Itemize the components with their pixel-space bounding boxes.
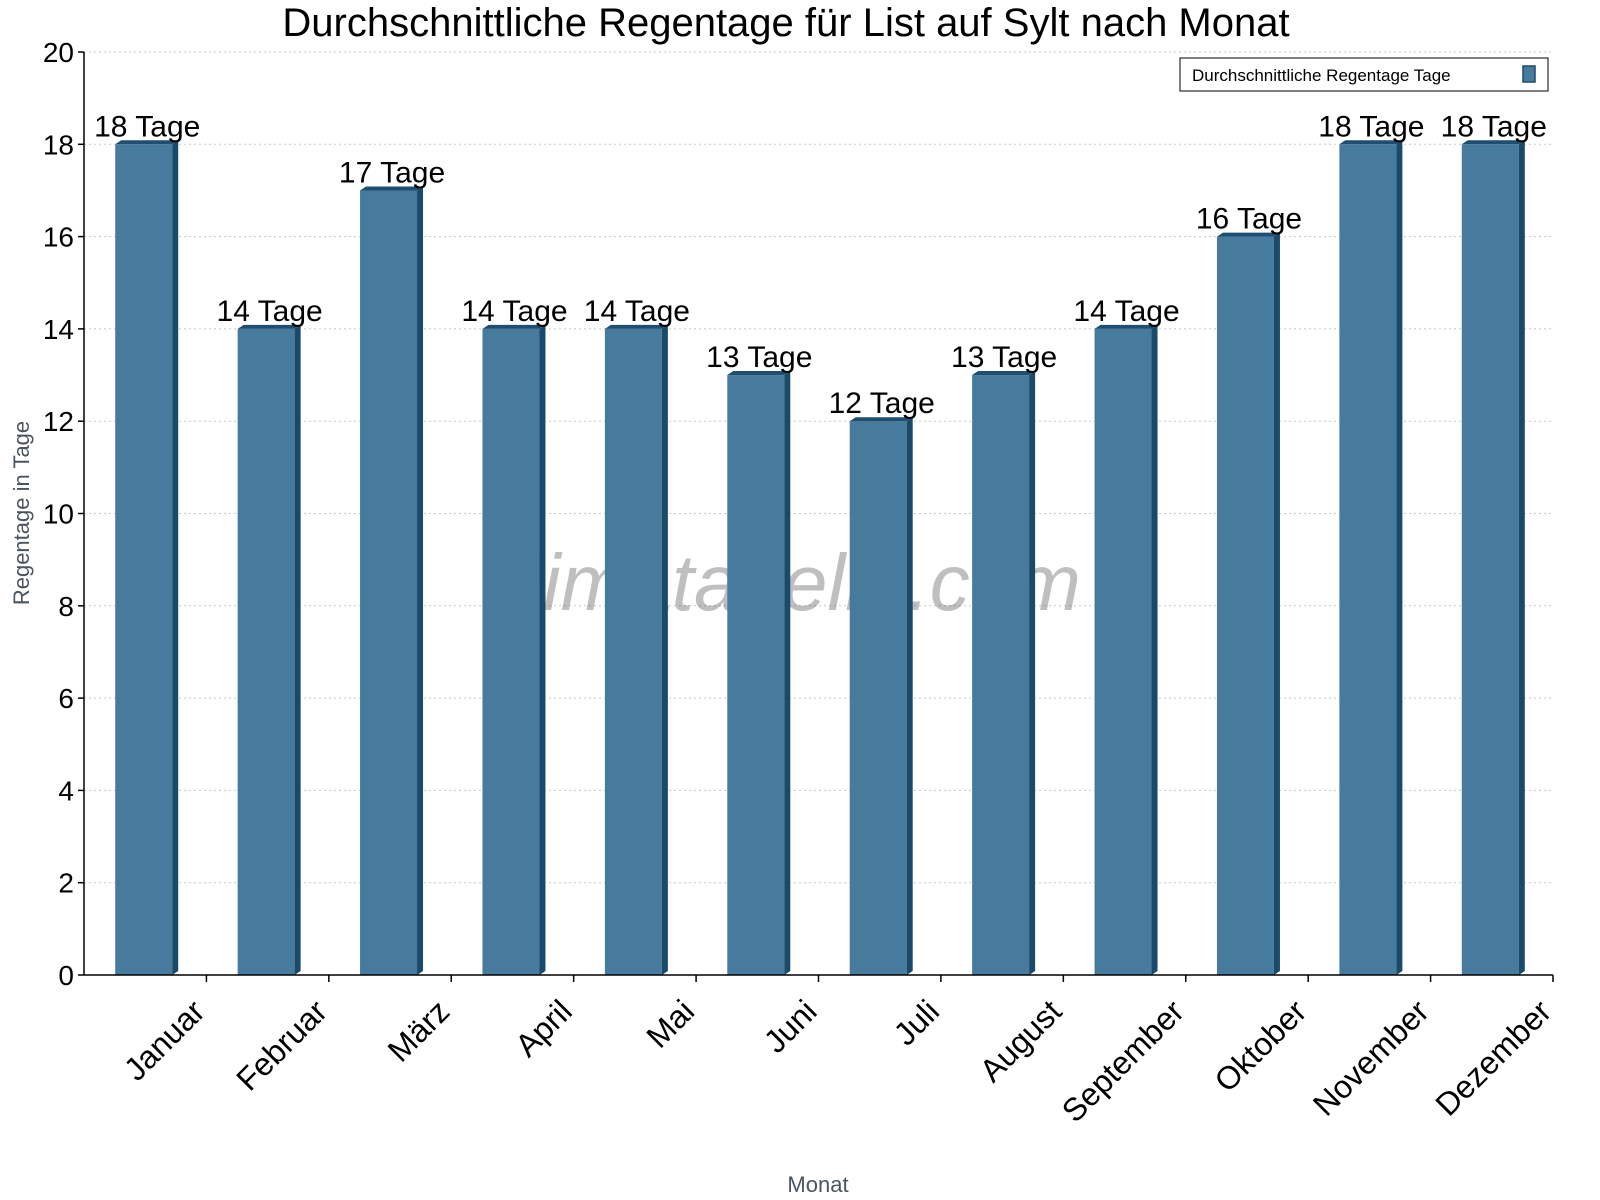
bar xyxy=(1461,144,1519,976)
y-tick-label: 14 xyxy=(43,314,74,345)
data-labels: 18 Tage 14 Tage 17 Tage 14 Tage 14 Tage 13 Ta… xyxy=(94,110,1547,420)
bar-top xyxy=(604,324,668,329)
bar-side xyxy=(1029,371,1036,975)
bar-top xyxy=(237,324,301,329)
bar-side xyxy=(906,417,913,975)
data-label: 12 Tage xyxy=(829,387,935,420)
y-tick-label: 10 xyxy=(43,499,74,530)
bar-top xyxy=(1094,324,1158,329)
bar-side xyxy=(1273,232,1280,976)
x-tick-label: Januar xyxy=(117,993,212,1088)
x-tick-label: Juni xyxy=(757,993,824,1060)
bar-side xyxy=(661,324,668,975)
x-tick-label: Februar xyxy=(229,993,334,1098)
legend-swatch xyxy=(1522,65,1536,83)
bar xyxy=(360,190,418,975)
bar-side xyxy=(784,371,791,975)
bars xyxy=(115,140,1525,976)
bar-top xyxy=(1339,140,1403,145)
bar-side xyxy=(172,140,179,976)
bar-side xyxy=(1151,324,1158,975)
y-tick-label: 12 xyxy=(43,406,74,437)
x-tick-label: September xyxy=(1055,993,1191,1129)
legend-box xyxy=(1179,57,1549,92)
bar xyxy=(727,375,785,975)
bar xyxy=(115,144,173,976)
x-tick-label: April xyxy=(508,993,579,1064)
y-tick-label: 6 xyxy=(58,683,74,714)
bar xyxy=(1216,236,1274,976)
bar-side xyxy=(539,324,546,975)
bar xyxy=(1339,144,1397,976)
bar-top xyxy=(972,371,1036,376)
gridlines xyxy=(84,51,1553,884)
x-tick-label: November xyxy=(1306,993,1436,1123)
bar-top xyxy=(360,186,424,191)
x-tick-label: Mai xyxy=(639,993,701,1055)
data-label: 13 Tage xyxy=(706,341,812,374)
bar xyxy=(604,328,662,975)
data-label: 17 Tage xyxy=(339,156,445,189)
bar-top xyxy=(1216,232,1280,237)
bar xyxy=(482,328,540,975)
x-tick-label: August xyxy=(973,993,1069,1089)
y-tick-label: 2 xyxy=(58,868,74,899)
data-label: 18 Tage xyxy=(1441,110,1547,143)
y-tick-label: 4 xyxy=(58,775,74,806)
y-tick-label: 16 xyxy=(43,222,74,253)
x-tick-label: Dezember xyxy=(1428,993,1558,1123)
bar-top xyxy=(849,417,913,422)
legend: Durchschnittliche Regentage Tage xyxy=(1179,57,1549,92)
x-tick-label: März xyxy=(381,993,457,1069)
data-label: 18 Tage xyxy=(1318,110,1424,143)
data-label: 14 Tage xyxy=(584,295,690,328)
x-tick-label: Oktober xyxy=(1207,993,1313,1099)
bar-side xyxy=(294,324,301,975)
chart-title: Durchschnittliche Regentage für List auf… xyxy=(282,1,1289,45)
bar xyxy=(972,375,1030,975)
bar xyxy=(849,421,907,975)
data-label: 18 Tage xyxy=(94,110,200,143)
y-tick-label: 0 xyxy=(58,960,74,991)
bar xyxy=(1094,328,1152,975)
bar xyxy=(237,328,295,975)
bar-side xyxy=(1396,140,1403,976)
x-axis-label: Monat xyxy=(787,1172,848,1197)
y-tick-label: 18 xyxy=(43,129,74,160)
legend-label: Durchschnittliche Regentage Tage xyxy=(1192,66,1451,85)
y-axis-label: Regentage in Tage xyxy=(9,421,34,605)
data-label: 14 Tage xyxy=(1073,295,1179,328)
y-tick-label: 20 xyxy=(43,37,74,68)
x-tick-label: Juli xyxy=(887,993,946,1052)
y-tick-label: 8 xyxy=(58,591,74,622)
bar-top xyxy=(115,140,179,145)
bar-top xyxy=(1461,140,1525,145)
data-label: 14 Tage xyxy=(461,295,567,328)
bar-side xyxy=(417,186,424,975)
data-label: 13 Tage xyxy=(951,341,1057,374)
bar-top xyxy=(727,371,791,376)
bar-top xyxy=(482,324,546,329)
data-label: 16 Tage xyxy=(1196,203,1302,236)
data-label: 14 Tage xyxy=(217,295,323,328)
bar-side xyxy=(1518,140,1525,976)
